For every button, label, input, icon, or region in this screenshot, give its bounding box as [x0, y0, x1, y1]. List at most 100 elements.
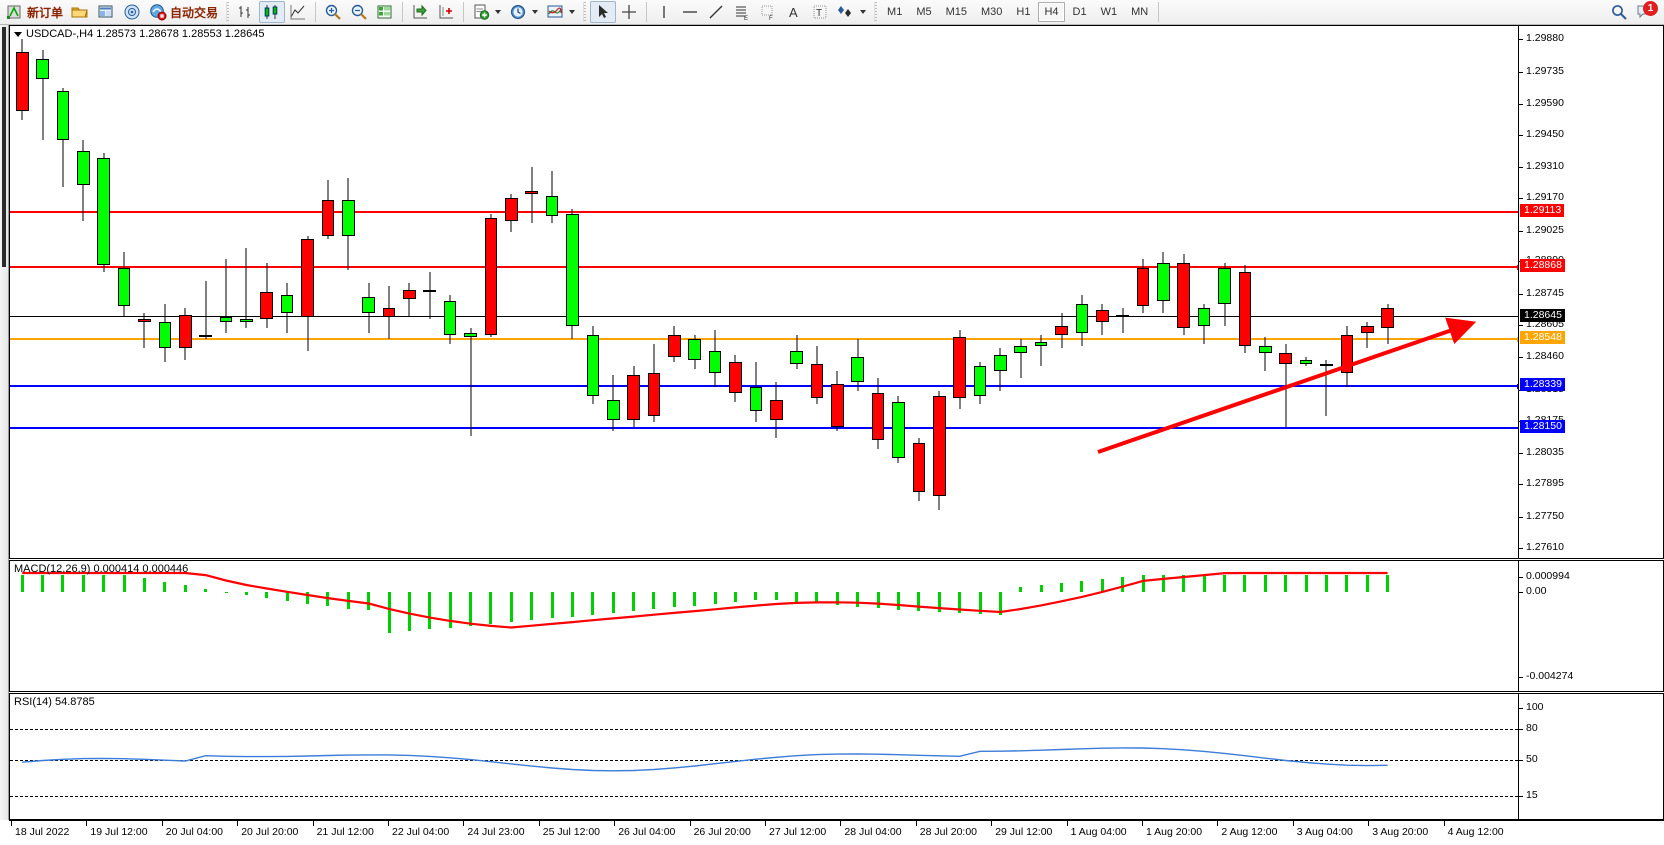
zoom-out-button[interactable]	[346, 1, 372, 23]
price-axis[interactable]: 1.29880 1.29735 1.29590 1.29450 1.29310 1.291…	[1518, 26, 1663, 558]
macd-histogram-bar	[1141, 575, 1145, 592]
time-tick	[840, 821, 842, 826]
horizontal-level-line[interactable]	[10, 264, 1518, 270]
line-anchor-handle[interactable]	[1517, 264, 1518, 270]
macd-histogram-bar	[672, 592, 676, 608]
macd-histogram-bar	[896, 592, 900, 610]
candle-wick	[1264, 337, 1266, 371]
candle-body	[708, 350, 722, 374]
macd-plot[interactable]	[10, 561, 1518, 691]
timeframe-m5-button[interactable]: M5	[916, 6, 932, 18]
text-button[interactable]: A	[781, 1, 807, 23]
price-badge-support-line[interactable]: 1.28339	[1520, 378, 1565, 392]
channel-button[interactable]: F	[755, 1, 781, 23]
candlestick	[627, 26, 640, 558]
price-tick-label: 1.28460	[1526, 350, 1564, 363]
time-tick	[11, 821, 12, 826]
timeframe-mn-button[interactable]: MN	[1131, 6, 1149, 18]
time-axis[interactable]: 18 Jul 2022 19 Jul 12:00 20 Jul 04:00 20 Ju…	[9, 820, 1664, 845]
macd-histogram-bar	[81, 575, 85, 592]
cursor-button[interactable]	[590, 1, 617, 23]
line-anchor-handle[interactable]	[1517, 336, 1518, 342]
timeframe-h1-button[interactable]: H1	[1016, 6, 1031, 18]
macd-histogram-bar	[550, 592, 554, 619]
vertical-line-button[interactable]	[651, 1, 677, 23]
candlestick	[1238, 26, 1252, 558]
chevron-down-icon-chart[interactable]	[14, 31, 22, 37]
candlestick	[749, 26, 763, 558]
folder-button[interactable]	[67, 1, 93, 23]
price-pane[interactable]: USDCAD-,H4 1.28573 1.28678 1.28553 1.286…	[9, 25, 1664, 559]
price-badge-support-line[interactable]: 1.28150	[1520, 420, 1565, 434]
candlestick	[1197, 26, 1211, 558]
candlestick	[1136, 26, 1150, 558]
timeframe-w1-button[interactable]: W1	[1100, 6, 1118, 18]
timeframe-h4-button[interactable]: H4	[1038, 2, 1065, 22]
time-axis-label: 24 Jul 23:00	[467, 826, 525, 838]
macd-label: MACD(12,26,9) 0.000414 0.000446	[14, 563, 189, 575]
main-toolbar: 新订单	[0, 0, 1664, 25]
chevron-down-icon[interactable]	[495, 10, 502, 14]
price-badge-pivot-line[interactable]: 1.28548	[1520, 331, 1565, 345]
price-badge-last-price[interactable]: 1.28645	[1520, 309, 1565, 323]
timeframe-m30-button[interactable]: M30	[981, 6, 1003, 18]
rsi-pane[interactable]: RSI(14) 54.8785 100 80 50 15	[9, 693, 1664, 820]
candlestick	[56, 26, 70, 558]
bar-chart-button[interactable]	[233, 1, 259, 23]
price-plot[interactable]	[10, 26, 1518, 558]
fibonacci-button[interactable]: E	[729, 1, 755, 23]
horizontal-level-line[interactable]	[10, 426, 1518, 429]
vertical-scrollbar[interactable]	[0, 25, 9, 820]
macd-pane[interactable]: MACD(12,26,9) 0.000414 0.000446 0.000994…	[9, 560, 1664, 692]
candle-body	[219, 317, 233, 322]
shapes-button[interactable]	[833, 1, 870, 23]
price-badge-resistance-line[interactable]: 1.29113	[1520, 204, 1565, 218]
trendline-button[interactable]	[703, 1, 729, 23]
terminal-button[interactable]	[93, 1, 119, 23]
candlestick	[117, 26, 131, 558]
chevron-down-icon-3[interactable]	[569, 10, 576, 14]
line-chart-button[interactable]	[285, 1, 311, 23]
label-button[interactable]: T	[807, 1, 833, 23]
candlestick	[178, 26, 192, 558]
crosshair-button[interactable]	[616, 1, 642, 23]
tile-windows-button[interactable]	[372, 1, 398, 23]
candlestick-chart-button[interactable]	[259, 1, 286, 23]
horizontal-level-line[interactable]	[10, 315, 1518, 317]
notifications-button[interactable]: 1	[1632, 1, 1658, 23]
candlestick	[484, 26, 498, 558]
templates-button[interactable]	[542, 1, 579, 23]
horizontal-level-line[interactable]	[10, 210, 1518, 213]
price-tick-label: 1.29025	[1526, 223, 1564, 236]
macd-histogram-bar	[142, 577, 146, 592]
rsi-plot[interactable]	[10, 694, 1518, 819]
horizontal-level-line[interactable]	[10, 383, 1518, 389]
horizontal-line-button[interactable]	[677, 1, 703, 23]
candle-body	[953, 337, 966, 398]
time-tick	[463, 821, 465, 826]
rsi-label: RSI(14) 54.8785	[14, 696, 95, 708]
chart-shift-button[interactable]	[407, 1, 433, 23]
macd-histogram-bar	[876, 592, 880, 609]
add-indicator-button[interactable]	[468, 1, 505, 23]
chevron-down-icon-4[interactable]	[860, 10, 867, 14]
trendline-icon	[709, 5, 723, 19]
candlestick	[1258, 26, 1272, 558]
line-anchor-handle[interactable]	[1517, 383, 1518, 389]
timeframe-d1-button[interactable]: D1	[1072, 6, 1087, 18]
horizontal-level-line[interactable]	[10, 336, 1518, 342]
macd-histogram-bar	[754, 592, 758, 601]
new-order-button[interactable]: 新订单	[2, 1, 67, 23]
chevron-down-icon-2[interactable]	[532, 10, 539, 14]
navigator-button[interactable]	[119, 1, 145, 23]
candle-body	[504, 198, 518, 221]
auto-trading-button[interactable]: 自动交易	[145, 1, 222, 23]
timeframe-m1-button[interactable]: M1	[887, 6, 903, 18]
search-button[interactable]	[1606, 1, 1632, 23]
period-button[interactable]	[505, 1, 542, 23]
auto-scroll-button[interactable]	[433, 1, 459, 23]
zoom-in-button[interactable]	[320, 1, 346, 23]
candle-wick	[408, 283, 410, 318]
price-badge-resistance-line[interactable]: 1.28868	[1520, 259, 1565, 273]
timeframe-m15-button[interactable]: M15	[945, 6, 967, 18]
